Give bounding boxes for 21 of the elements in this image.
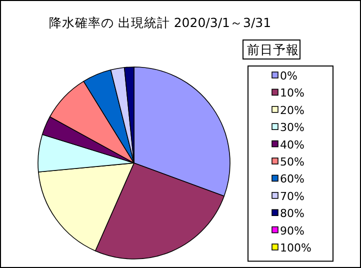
legend-label: 0% [280,70,298,82]
legend-title: 前日予報 [247,42,299,57]
pie-slice [94,162,225,260]
legend-label: 60% [280,172,304,186]
pie-slice [38,162,134,252]
pie-slice [124,66,134,164]
pie-slice [42,116,134,164]
legend-label: 90% [280,224,304,238]
pie-slice [49,80,134,164]
pie-slice [83,69,134,164]
legend-label: 70% [280,190,304,203]
chart-title: 降水確率の 出現統計 2020/3/1～3/31 [48,15,272,30]
pie-slice [38,134,134,172]
legend-label: 40% [280,138,304,152]
pie-slice [134,66,230,196]
legend-label: 20% [280,104,304,117]
legend-label: 10% [280,86,304,100]
legend-label: 30% [280,121,304,134]
legend-label: 50% [280,156,304,168]
legend-label: 100% [280,242,312,254]
legend-label: 80% [280,207,304,220]
